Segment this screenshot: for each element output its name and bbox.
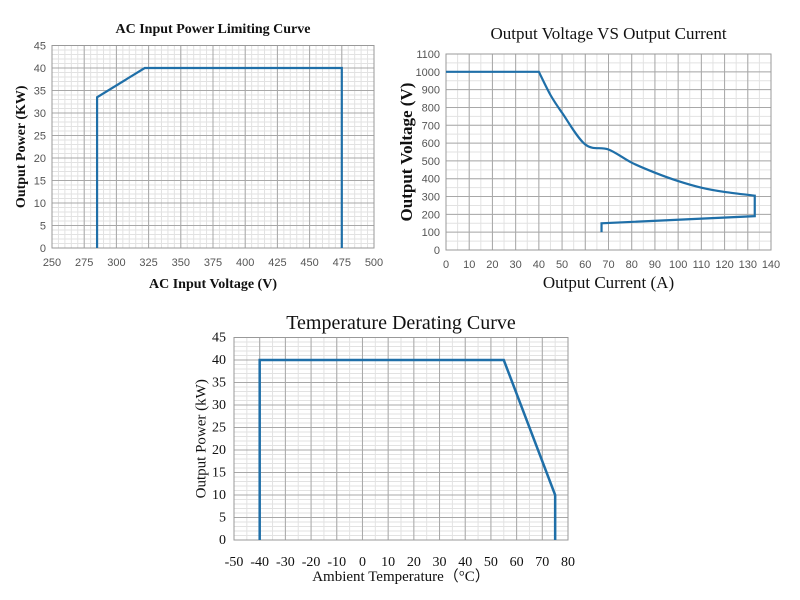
- x-tick-label: 400: [236, 257, 254, 269]
- y-tick-label: 15: [212, 466, 226, 481]
- y-tick-label: 25: [212, 421, 226, 436]
- chart-3: -50 -40 -30 -20 -10 0 10 20 30 40 50 60 70 80 0 5 10 15 20…: [193, 312, 575, 585]
- chart-1: 250 275 300 325 350 375 400 425 450 475 500 0 5 10 15 2…: [14, 22, 383, 292]
- x-tick-label: 30: [510, 259, 522, 271]
- x-tick-label: 50: [484, 555, 498, 570]
- y-tick-label: 1100: [416, 49, 440, 61]
- x-tick-label: 60: [579, 259, 591, 271]
- x-axis-label: Output Current (A): [543, 273, 674, 292]
- x-tick-label: 300: [107, 257, 125, 269]
- x-tick-label: 40: [533, 259, 545, 271]
- series-line: [258, 358, 557, 540]
- y-tick-label: 45: [34, 41, 46, 53]
- y-tick-label: 0: [434, 245, 440, 257]
- y-axis-label: Output Power (kW): [193, 379, 209, 498]
- x-tick-label: 80: [626, 259, 638, 271]
- x-tick-label: 350: [172, 257, 190, 269]
- x-tick-label: 375: [204, 257, 222, 269]
- y-axis-label: Output Power (KW): [14, 85, 29, 208]
- y-tick-label: 45: [212, 331, 226, 346]
- y-tick-label: 800: [422, 102, 440, 114]
- series-line: [95, 66, 343, 248]
- y-tick-label: 300: [422, 192, 440, 204]
- plot-frame: [51, 45, 375, 249]
- y-tick-label: 5: [40, 221, 46, 233]
- x-tick-label: 250: [43, 257, 61, 269]
- x-tick-label: -50: [225, 555, 244, 570]
- y-tick-label: 500: [422, 156, 440, 168]
- y-tick-label: 25: [34, 131, 46, 143]
- x-axis-label: Ambient Temperature（°C）: [312, 568, 490, 585]
- x-tick-label: 500: [365, 257, 383, 269]
- y-tick-label: 10: [34, 198, 46, 210]
- x-tick-label: 50: [556, 259, 568, 271]
- x-tick-label: 100: [669, 259, 687, 271]
- x-tick-label: 40: [458, 555, 472, 570]
- x-tick-label: 20: [486, 259, 498, 271]
- y-tick-label: 20: [34, 153, 46, 165]
- y-tick-label: 35: [212, 376, 226, 391]
- chart-title: Output Voltage VS Output Current: [490, 24, 726, 43]
- y-tick-label: 600: [422, 138, 440, 150]
- x-tick-label: 130: [739, 259, 757, 271]
- chart-2: 0 10 20 30 40 50 60 70 80 90 100 110 120 130 140 0 100 20…: [397, 24, 780, 292]
- x-tick-label: 80: [561, 555, 575, 570]
- x-tick-label: 0: [359, 555, 366, 570]
- x-tick-label: 475: [333, 257, 351, 269]
- x-tick-label: -10: [327, 555, 346, 570]
- x-tick-label: 20: [407, 555, 421, 570]
- y-axis-label: Output Voltage (V): [397, 83, 416, 222]
- y-tick-label: 200: [422, 209, 440, 221]
- y-tick-label: 10: [212, 488, 226, 503]
- y-tick-label: 20: [212, 443, 226, 458]
- y-tick-label: 100: [422, 227, 440, 239]
- x-tick-label: 140: [762, 259, 780, 271]
- x-tick-label: 70: [602, 259, 614, 271]
- x-tick-label: -40: [250, 555, 269, 570]
- y-tick-label: 0: [219, 533, 226, 548]
- y-tick-label: 15: [34, 176, 46, 188]
- x-tick-label: 30: [433, 555, 447, 570]
- x-tick-label: 450: [300, 257, 318, 269]
- x-tick-label: 0: [443, 259, 449, 271]
- x-tick-label: -30: [276, 555, 295, 570]
- x-tick-label: 325: [139, 257, 157, 269]
- x-tick-label: 10: [381, 555, 395, 570]
- y-tick-label: 700: [422, 120, 440, 132]
- y-tick-label: 40: [34, 63, 46, 75]
- x-tick-label: 70: [535, 555, 549, 570]
- x-tick-label: 120: [715, 259, 733, 271]
- chart-title: AC Input Power Limiting Curve: [116, 22, 311, 37]
- y-tick-label: 900: [422, 85, 440, 97]
- plot-frame: [233, 337, 569, 541]
- series-line: [446, 70, 756, 233]
- y-tick-label: 400: [422, 174, 440, 186]
- x-tick-label: -20: [302, 555, 321, 570]
- x-tick-label: 10: [463, 259, 475, 271]
- x-axis-label: AC Input Voltage (V): [149, 277, 277, 292]
- y-tick-label: 30: [34, 108, 46, 120]
- x-tick-label: 275: [75, 257, 93, 269]
- y-tick-label: 35: [34, 86, 46, 98]
- y-tick-label: 40: [212, 353, 226, 368]
- x-tick-label: 60: [510, 555, 524, 570]
- y-tick-label: 5: [219, 511, 226, 526]
- plot-frame: [445, 53, 772, 251]
- y-tick-label: 1000: [416, 67, 440, 79]
- x-tick-label: 425: [268, 257, 286, 269]
- y-tick-label: 30: [212, 398, 226, 413]
- chart-title: Temperature Derating Curve: [286, 312, 516, 334]
- y-tick-label: 0: [40, 243, 46, 255]
- x-tick-label: 110: [693, 259, 711, 271]
- x-tick-label: 90: [649, 259, 661, 271]
